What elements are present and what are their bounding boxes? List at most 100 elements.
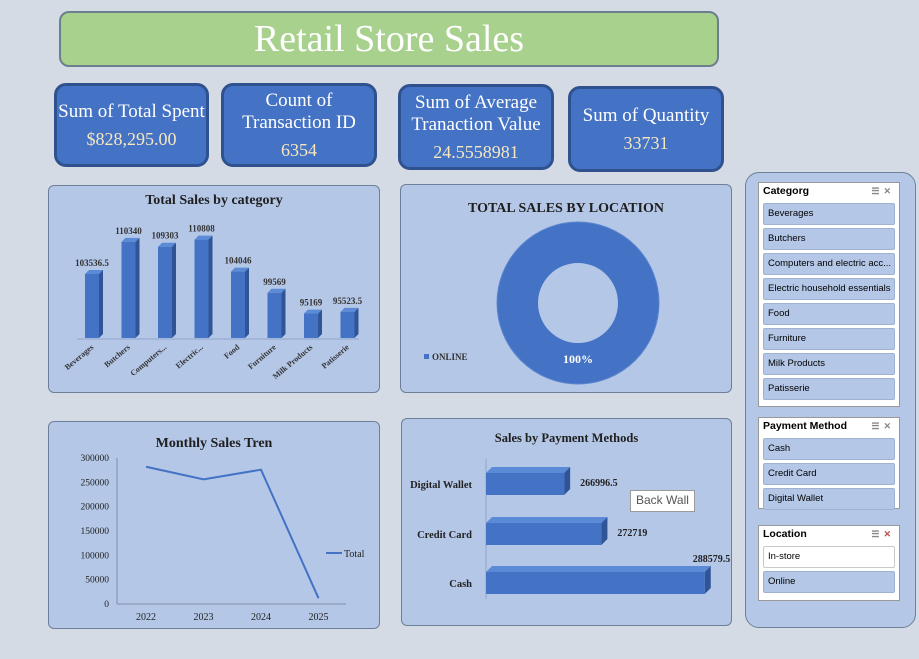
kpi-value: 6354 — [281, 139, 317, 160]
bar-side — [135, 237, 140, 338]
data-label: 266996.5 — [580, 478, 618, 489]
bar-top — [304, 309, 322, 314]
slicer-item-milk-products[interactable]: Milk Products — [763, 353, 895, 375]
location-chart-panel[interactable]: TOTAL SALES BY LOCATION 100% ONLINE — [400, 184, 732, 393]
y-tick-label: 100000 — [81, 551, 110, 561]
multi-select-icon[interactable]: ☰ — [871, 421, 884, 431]
data-label: 272719 — [617, 528, 647, 539]
kpi-value: 33731 — [623, 132, 669, 153]
category-label: Beverages — [63, 343, 95, 372]
slicer-title: Payment Method — [763, 420, 848, 432]
bar-side — [704, 566, 711, 594]
bar-side — [564, 467, 571, 495]
kpi-label: Sum of Quantity — [582, 104, 710, 126]
x-tick-label: 2022 — [136, 612, 156, 623]
y-tick-label: 250000 — [81, 478, 110, 488]
payment-chart: Digital Wallet 266996.5 Credit Card 272719 C… — [410, 459, 730, 599]
bar-top — [121, 237, 140, 242]
category-label: Credit Card — [417, 530, 472, 541]
slicer-item-cash[interactable]: Cash — [763, 438, 895, 460]
multi-select-icon[interactable]: ☰ — [871, 186, 884, 196]
kpi-quantity[interactable]: Sum of Quantity 33731 — [568, 86, 724, 172]
slicer-item-patisserie[interactable]: Patisserie — [763, 378, 895, 400]
bar — [231, 271, 245, 338]
category-label: Food — [222, 342, 241, 360]
bar-side — [245, 267, 249, 338]
bar — [194, 239, 209, 338]
bar — [85, 274, 99, 338]
x-tick-label: 2024 — [251, 612, 271, 623]
bar — [267, 292, 282, 338]
category-slicer[interactable]: Categorg ☰✕ Beverages Butchers Computers… — [758, 182, 900, 407]
payment-chart-panel[interactable]: Sales by Payment Methods Digital Wallet 2… — [401, 418, 732, 626]
slicer-item-online[interactable]: Online — [763, 571, 895, 593]
data-label: 103536.5 — [75, 258, 109, 268]
clear-filter-icon[interactable]: ✕ — [883, 186, 895, 196]
bar-top — [267, 288, 286, 293]
kpi-average-transaction[interactable]: Sum of Average Tranaction Value 24.55589… — [398, 84, 554, 170]
category-label: Cash — [449, 579, 472, 590]
slicer-item-computers[interactable]: Computers and electric acc... — [763, 253, 895, 275]
donut-outline — [496, 221, 660, 385]
y-tick-label: 300000 — [81, 454, 110, 464]
data-label: 110808 — [188, 224, 215, 234]
slicer-header: Location ☰✕ — [759, 526, 899, 543]
category-label: Milk Products — [271, 343, 314, 381]
slicer-title: Categorg — [763, 185, 810, 197]
x-tick-label: 2023 — [194, 612, 214, 623]
location-slicer[interactable]: Location ☰✕ In-store Online — [758, 525, 900, 601]
legend-label: Total — [344, 549, 365, 560]
bar — [121, 241, 136, 338]
category-label: Patisserie — [320, 342, 351, 370]
slicer-item-beverages[interactable]: Beverages — [763, 203, 895, 225]
bar-side — [318, 309, 322, 338]
bar-side — [172, 242, 176, 338]
bar-top — [194, 235, 213, 240]
series-line-total — [145, 465, 320, 599]
kpi-label: Sum of Total Spent — [58, 100, 205, 122]
slicer-header: Payment Method ☰✕ — [759, 418, 899, 435]
slicer-item-credit-card[interactable]: Credit Card — [763, 463, 895, 485]
bar — [486, 523, 602, 545]
bar — [340, 311, 355, 338]
slicer-item-in-store[interactable]: In-store — [763, 546, 895, 568]
category-label: Computers... — [129, 343, 169, 378]
data-label: 95169 — [300, 298, 323, 308]
y-tick-label: 200000 — [81, 503, 110, 513]
category-label: Furniture — [246, 342, 278, 371]
slicer-item-butchers[interactable]: Butchers — [763, 228, 895, 250]
data-label: 95523.5 — [333, 296, 363, 306]
x-tick-label: 2025 — [309, 612, 329, 623]
bar — [486, 572, 705, 594]
y-tick-label: 50000 — [85, 576, 109, 586]
bar — [158, 246, 172, 338]
monthly-chart-panel[interactable]: Monthly Sales Tren 300000 250000 200000 150… — [48, 421, 380, 629]
multi-select-icon[interactable]: ☰ — [871, 529, 884, 539]
category-chart-panel[interactable]: Total Sales by category 103536.5 Beverage… — [48, 185, 380, 393]
bar-side — [601, 517, 608, 545]
data-label: 110340 — [115, 226, 142, 236]
monthly-chart: 300000 250000 200000 150000 100000 50000 0 2022… — [81, 454, 365, 623]
data-label: 99569 — [263, 277, 286, 287]
bar-side — [281, 288, 286, 338]
slicer-item-furniture[interactable]: Furniture — [763, 328, 895, 350]
kpi-label: Sum of Average Tranaction Value — [411, 91, 541, 135]
clear-filter-icon[interactable]: ✕ — [883, 421, 895, 431]
slicer-item-food[interactable]: Food — [763, 303, 895, 325]
monthly-chart-title: Monthly Sales Tren — [155, 436, 273, 451]
slicer-item-digital-wallet[interactable]: Digital Wallet — [763, 488, 895, 510]
legend-swatch — [424, 354, 429, 359]
slicer-item-electric[interactable]: Electric household essentials — [763, 278, 895, 300]
bar-top — [486, 517, 608, 523]
kpi-total-spent[interactable]: Sum of Total Spent $828,295.00 — [54, 83, 209, 167]
chart-tooltip: Back Wall — [630, 490, 695, 512]
dashboard-title: Retail Store Sales — [59, 11, 719, 67]
clear-filter-icon[interactable]: ✕ — [883, 529, 895, 539]
bar — [304, 313, 318, 338]
payment-slicer[interactable]: Payment Method ☰✕ Cash Credit Card Digit… — [758, 417, 900, 510]
kpi-label: Count of Transaction ID — [242, 89, 356, 133]
category-label: Electric... — [174, 343, 205, 371]
kpi-transaction-count[interactable]: Count of Transaction ID 6354 — [221, 83, 377, 167]
kpi-value: 24.5558981 — [433, 141, 519, 162]
bar-top — [486, 467, 571, 473]
